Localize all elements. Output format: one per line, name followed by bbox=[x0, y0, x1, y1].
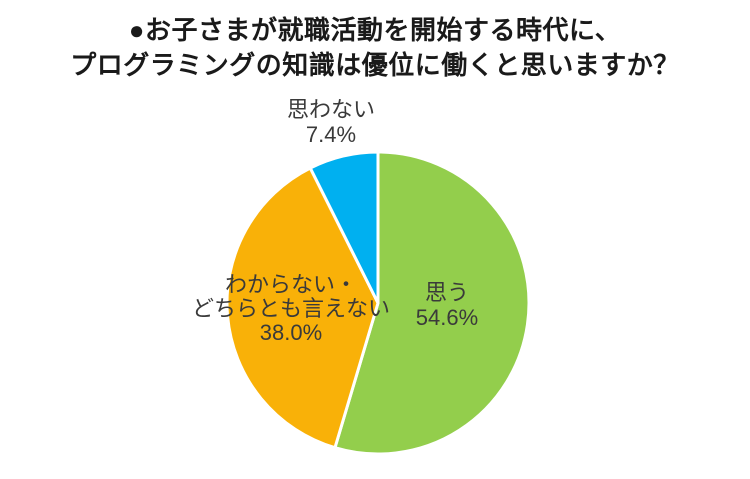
slice-label-omou: 思う 54.6% bbox=[416, 280, 478, 330]
slice-label-text: 思う bbox=[424, 280, 470, 305]
slice-label-text: 思わない bbox=[286, 97, 376, 122]
slice-label-wakaranai: わからない・ どちらとも言えない 38.0% bbox=[192, 273, 390, 345]
slice-label-value: 54.6% bbox=[415, 305, 479, 330]
slice-label-value: 38.0% bbox=[259, 320, 323, 345]
slice-label-value: 7.4% bbox=[305, 122, 357, 147]
chart-title-line-2: プログラミングの知識は優位に働くと思いますか？ bbox=[70, 50, 680, 80]
pie-slice-3 bbox=[308, 150, 380, 305]
slice-label-text: どちらとも言えない bbox=[191, 296, 391, 321]
chart-title: ●お子さまが就職活動を開始する時代に、 プログラミングの知識は優位に働くと思いま… bbox=[0, 13, 750, 83]
slice-label-omowanai: 思わない 7.4% bbox=[287, 97, 375, 147]
slice-label-text: わからない・ bbox=[224, 272, 358, 297]
pie-slice-2 bbox=[225, 166, 380, 450]
pie-slice-1 bbox=[333, 150, 531, 456]
chart-title-line-1: ●お子さまが就職活動を開始する時代に、 bbox=[128, 15, 622, 45]
pie-chart bbox=[225, 150, 531, 456]
